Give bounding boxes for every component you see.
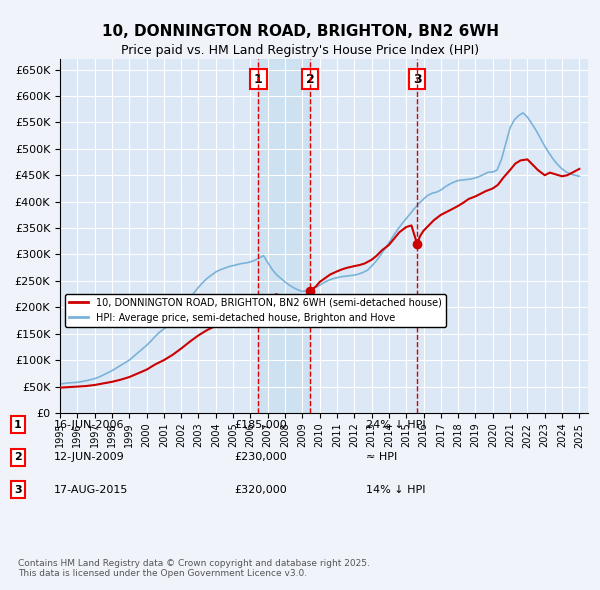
Text: Price paid vs. HM Land Registry's House Price Index (HPI): Price paid vs. HM Land Registry's House …: [121, 44, 479, 57]
Legend: 10, DONNINGTON ROAD, BRIGHTON, BN2 6WH (semi-detached house), HPI: Average price: 10, DONNINGTON ROAD, BRIGHTON, BN2 6WH (…: [65, 294, 446, 327]
Text: ≈ HPI: ≈ HPI: [366, 453, 397, 462]
Text: £320,000: £320,000: [234, 485, 287, 494]
Text: 14% ↓ HPI: 14% ↓ HPI: [366, 485, 425, 494]
Text: 12-JUN-2009: 12-JUN-2009: [54, 453, 125, 462]
Text: 3: 3: [413, 73, 421, 86]
Text: 2: 2: [306, 73, 314, 86]
Text: 16-JUN-2006: 16-JUN-2006: [54, 420, 125, 430]
Text: 10, DONNINGTON ROAD, BRIGHTON, BN2 6WH: 10, DONNINGTON ROAD, BRIGHTON, BN2 6WH: [101, 24, 499, 38]
Text: 3: 3: [14, 485, 22, 494]
Bar: [259, 59, 310, 413]
Text: £185,000: £185,000: [234, 420, 287, 430]
Text: 2: 2: [14, 453, 22, 462]
Text: 1: 1: [14, 420, 22, 430]
Text: 24% ↓ HPI: 24% ↓ HPI: [366, 420, 425, 430]
Text: 17-AUG-2015: 17-AUG-2015: [54, 485, 128, 494]
Text: Contains HM Land Registry data © Crown copyright and database right 2025.
This d: Contains HM Land Registry data © Crown c…: [18, 559, 370, 578]
Text: £230,000: £230,000: [234, 453, 287, 462]
Text: 1: 1: [254, 73, 263, 86]
